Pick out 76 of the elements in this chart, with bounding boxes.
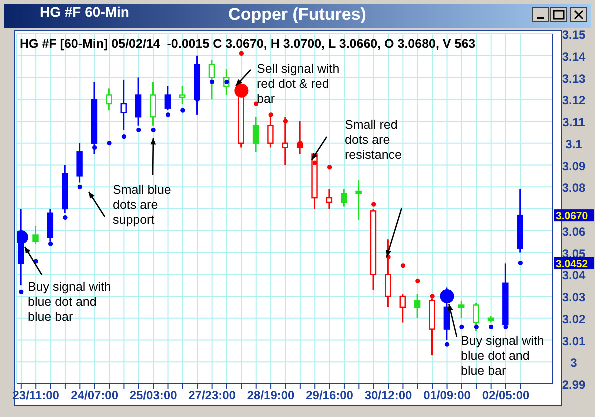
candlestick [135,77,142,127]
x-tick-label: 28/19:00 [247,388,296,403]
y-tick-label: 3 [570,356,578,370]
y-tick-label: 3.03 [562,290,586,304]
chart-title: Copper (Futures) [228,5,366,24]
point [400,264,406,268]
point [444,342,450,347]
point [78,184,82,190]
point [19,290,24,294]
annotation: Buy signal with blue dot and blue bar [461,334,546,379]
x-tick-label: 27/23:00 [188,388,236,403]
y-tick-label: 3.09 [562,159,586,174]
y-tick-label: 3.11 [562,116,586,130]
y-tick-label: 3.1 [566,137,583,152]
annotation: Buy signal with blue dot and blue bar [28,280,112,325]
point [234,84,249,98]
candlestick [179,86,186,105]
candlestick [356,180,362,221]
candlestick [282,116,288,166]
point [518,260,523,266]
point [48,242,54,246]
point [283,119,288,124]
y-tick-label: 3.04 [562,268,586,283]
annotation: Sell signal with red dot & red bar [257,62,341,107]
candlestick [326,188,333,210]
point [372,202,376,207]
y-tick-label: 3.12 [562,94,586,108]
point [107,141,112,146]
point [489,324,494,330]
y-tick-label: 3.0452 [556,258,588,270]
x-tick-label: 25/03:00 [130,388,178,403]
point [122,134,126,140]
point [440,290,454,304]
point [166,112,171,118]
point [136,128,142,133]
y-tick-label: 3.01 [562,334,586,348]
point [416,278,420,284]
candlestick [76,142,83,184]
annotation: Small red dots are resistance [345,118,403,163]
y-tick-label: 3.0670 [556,210,588,223]
candlestick [517,188,524,254]
candlestick [252,116,260,153]
annotation: Small blue dots are support [113,183,172,228]
point [430,294,435,299]
candlestick [414,294,421,320]
point [151,128,156,133]
x-tick-label: 30/12:00 [364,388,413,403]
x-tick-label: 24/07:00 [71,388,119,403]
point [268,112,274,118]
y-tick-label: 3.15 [562,28,586,42]
point [180,108,186,113]
point [92,145,98,150]
candlestick [194,55,200,116]
point [210,80,215,84]
text: HG #F 60-Min [40,4,130,20]
candlestick [120,79,127,131]
x-tick-label: 02/05:00 [482,388,530,403]
y-tick-label: 3.08 [562,181,586,196]
point [460,324,464,330]
y-tick-label: 3.13 [562,72,586,86]
chart-subtitle: HG #F [60-Min] 05/02/14 -0.0015 C 3.0670, H 3.0700, L 3.0660, O 3.0680, V 563 [20,37,476,51]
candlestick [106,88,112,112]
point [312,160,318,166]
point [327,165,332,170]
candlestick [91,81,98,156]
candlestick [488,315,494,324]
point [63,215,68,220]
y-tick-label: 3.14 [562,50,586,64]
y-tick-label: 3.06 [562,224,586,239]
y-tick-label: 3.02 [562,312,586,326]
x-tick-label: 01/09:00 [424,388,472,403]
candlestick [62,164,68,214]
point [239,51,244,56]
x-tick-label: 29/16:00 [306,388,354,403]
candlestick [150,81,156,127]
y-tick-label: 2.99 [562,378,586,392]
